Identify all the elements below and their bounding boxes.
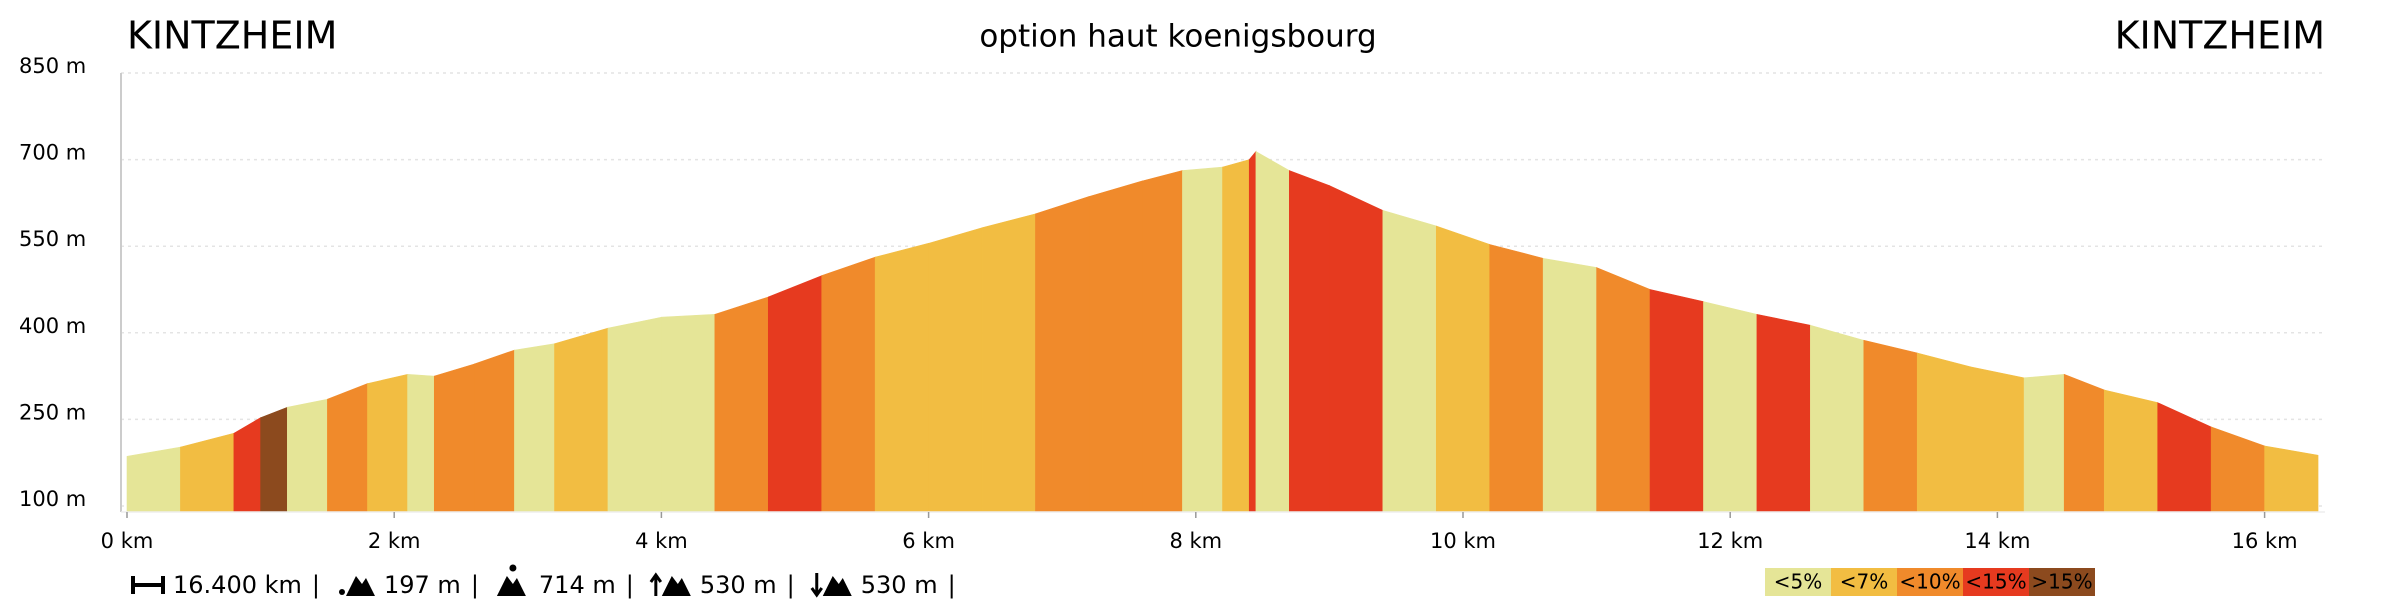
legend-label: <7%: [1840, 570, 1889, 594]
grade-segment: [661, 314, 716, 513]
stat-value: 714 m: [539, 571, 616, 599]
x-tick-label: 14 km: [1964, 529, 2030, 553]
grade-segment: [1542, 257, 1597, 513]
grade-segment: [2157, 402, 2212, 513]
icon-distance: [131, 576, 165, 594]
stat-value: 197 m: [384, 571, 461, 599]
grade-segment: [2103, 389, 2159, 513]
grade-segment: [367, 373, 408, 513]
icon-mountain: [345, 576, 375, 596]
x-tick-label: 6 km: [902, 529, 955, 553]
x-tick-label: 0 km: [101, 529, 154, 553]
grade-segment: [287, 398, 328, 513]
grade-segment: [821, 256, 876, 513]
grade-segment: [233, 417, 261, 513]
x-tick-label: 4 km: [635, 529, 688, 553]
stat-value: 530 m: [861, 571, 938, 599]
legend-label: <5%: [1774, 570, 1823, 594]
x-tick-label: 2 km: [368, 529, 421, 553]
grade-segment: [1289, 170, 1330, 513]
grade-segment: [1035, 196, 1090, 513]
y-tick-label: 850 m: [19, 54, 86, 78]
grade-segment: [126, 446, 181, 513]
y-tick-label: 100 m: [19, 487, 86, 511]
stat-value: 16.400 km: [173, 571, 302, 599]
grade-segment: [1970, 366, 2025, 513]
grade-segment: [327, 383, 368, 513]
grade-segment: [874, 242, 929, 513]
legend-label: <15%: [1965, 570, 2026, 594]
y-tick-label: 700 m: [19, 141, 86, 165]
grade-segment: [1222, 159, 1250, 513]
x-tick-label: 8 km: [1169, 529, 1222, 553]
grade-segment: [928, 227, 983, 513]
stat-value: 530 m: [700, 571, 777, 599]
grade-segment: [2264, 445, 2319, 513]
x-tick-label: 12 km: [1697, 529, 1763, 553]
icon-mountain: [661, 576, 691, 596]
chart-title: option haut koenigsbourg: [979, 19, 1376, 55]
plot: 100 m 250 m 400 m 550 m 700 m 850 m 0 km 2 km 4 …: [19, 54, 2325, 553]
legend: <5% <7% <10% <15% >15%: [1765, 568, 2095, 596]
stat-separator: |: [787, 571, 795, 599]
grade-segment: [1255, 151, 1290, 513]
stat-separator: |: [948, 571, 956, 599]
legend-label: >15%: [2031, 570, 2092, 594]
y-tick-label: 400 m: [19, 314, 86, 338]
stat-separator: |: [626, 571, 634, 599]
grade-segment: [1916, 352, 1971, 513]
grade-segment: [180, 432, 235, 513]
grade-segment: [407, 374, 435, 513]
title-left: KINTZHEIM: [127, 14, 337, 58]
grade-segment: [2210, 426, 2265, 513]
legend-swatch: [1963, 568, 2029, 596]
grade-segment: [607, 316, 662, 513]
grade-segment: [260, 406, 288, 513]
grade-segment: [554, 327, 609, 513]
grade-segment: [514, 343, 555, 513]
legend-label: <10%: [1899, 570, 1960, 594]
title-right: KINTZHEIM: [2115, 14, 2325, 58]
icon-mountain: [822, 576, 852, 596]
grade-segment: [1088, 180, 1143, 513]
legend-swatch: [1765, 568, 1831, 596]
grade-segment: [2023, 374, 2065, 513]
stat-separator: |: [312, 571, 320, 599]
grade-segment: [1435, 225, 1491, 513]
icon-down: [810, 573, 823, 598]
y-tick-label: 550 m: [19, 227, 86, 251]
grade-segment: [1703, 301, 1758, 513]
grade-segment: [1182, 166, 1223, 513]
icon-max: [509, 564, 517, 572]
y-tick-label: 250 m: [19, 400, 86, 424]
grade-segment: [981, 213, 1036, 513]
legend-swatch: [2029, 568, 2095, 596]
grade-segment: [474, 349, 515, 513]
grade-segment: [1489, 244, 1544, 513]
x-tick-label: 10 km: [1430, 529, 1496, 553]
grade-segment: [1382, 210, 1437, 513]
grade-segment: [2063, 373, 2105, 513]
grade-segment: [767, 275, 823, 513]
legend-swatch: [1831, 568, 1897, 596]
icon-mountain: [496, 576, 526, 596]
grade-segment: [1756, 313, 1811, 513]
icon-min: [338, 589, 345, 595]
stat-separator: |: [471, 571, 479, 599]
x-tick-label: 16 km: [2232, 529, 2298, 553]
icon-up: [649, 572, 663, 596]
stats: 16.400 km | 197 m | 714 m | 530 m | 530 m |: [131, 564, 956, 599]
grade-segment: [1596, 267, 1651, 513]
grade-segment: [1329, 185, 1384, 513]
grade-segment: [433, 363, 475, 513]
grade-segment: [714, 296, 769, 513]
grade-segment: [1142, 170, 1183, 513]
grade-segment: [1649, 289, 1704, 513]
grade-segment: [1863, 339, 1918, 513]
legend-swatch: [1897, 568, 1963, 596]
grade-segment: [1248, 150, 1257, 513]
grade-segment: [1810, 324, 1865, 513]
